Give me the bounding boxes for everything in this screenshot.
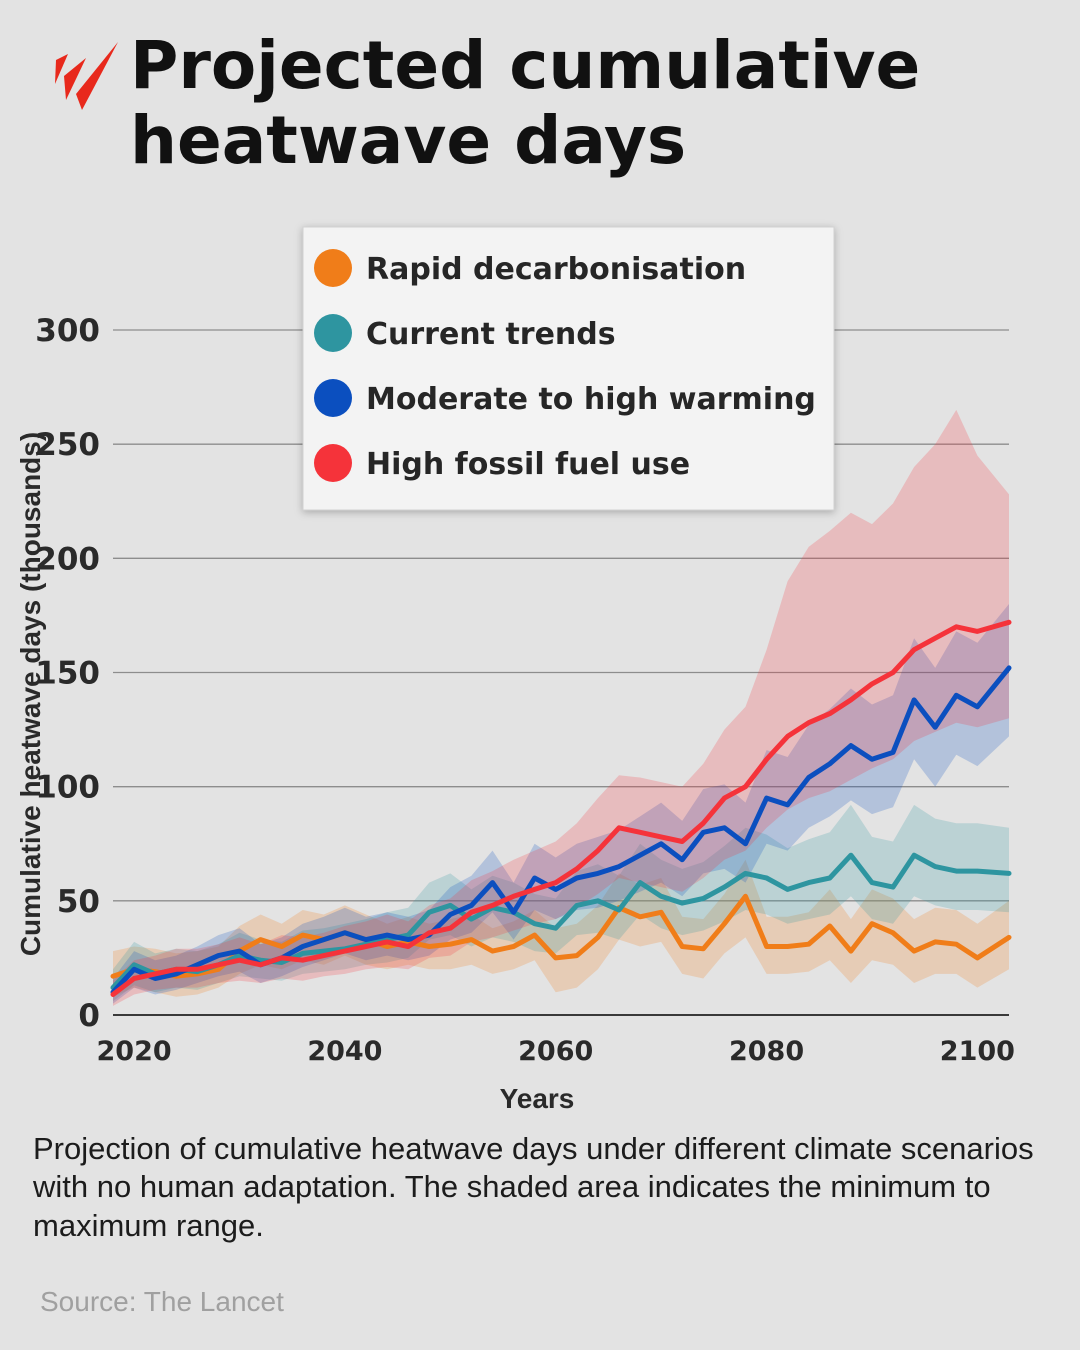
x-tick-labels: 2020 2040 2060 2080 2100 bbox=[97, 1036, 1015, 1067]
legend-label: Current trends bbox=[366, 317, 616, 352]
y-tick-label: 200 bbox=[35, 541, 100, 577]
x-axis-label: Years bbox=[500, 1083, 575, 1114]
x-tick-label: 2100 bbox=[940, 1036, 1015, 1067]
y-tick-label: 50 bbox=[57, 884, 100, 920]
legend-label: Rapid decarbonisation bbox=[366, 252, 746, 287]
legend-marker bbox=[314, 379, 352, 417]
y-tick-label: 150 bbox=[35, 656, 100, 692]
y-axis-label: Cumulative heatwave days (thousands) bbox=[15, 432, 46, 956]
legend-box bbox=[302, 226, 835, 511]
y-tick-label: 250 bbox=[35, 427, 100, 463]
legend-marker bbox=[314, 314, 352, 352]
legend-label: High fossil fuel use bbox=[366, 447, 690, 482]
page-title: Projected cumulative heatwave days bbox=[130, 27, 921, 180]
legend-marker bbox=[314, 249, 352, 287]
y-tick-label: 300 bbox=[35, 313, 100, 349]
series-lines bbox=[110, 619, 1012, 997]
range-band-rapid-decarbonisation bbox=[113, 859, 1009, 997]
legend: Rapid decarbonisation Current trends Moder… bbox=[302, 226, 835, 511]
x-tick-label: 2020 bbox=[97, 1036, 172, 1067]
gridlines bbox=[113, 329, 1009, 1016]
chart-caption: Projection of cumulative heatwave days u… bbox=[33, 1131, 1034, 1243]
series-line-rapid-decarbonisation bbox=[110, 893, 1012, 979]
series-line-current-trends bbox=[110, 852, 1012, 991]
x-tick-label: 2080 bbox=[729, 1036, 804, 1067]
source-credit: Source: The Lancet bbox=[40, 1286, 284, 1317]
x-tick-label: 2040 bbox=[307, 1036, 382, 1067]
sbs-news-logo-icon bbox=[52, 36, 120, 112]
legend-marker bbox=[314, 444, 352, 482]
legend-label: Moderate to high warming bbox=[366, 382, 816, 417]
x-tick-label: 2060 bbox=[518, 1036, 593, 1067]
y-tick-label: 100 bbox=[35, 770, 100, 806]
series-line-high-fossil-fuel-use bbox=[110, 619, 1012, 997]
y-tick-label: 0 bbox=[78, 998, 100, 1034]
y-tick-labels: 0 50 100 150 200 250 300 bbox=[35, 313, 100, 1034]
